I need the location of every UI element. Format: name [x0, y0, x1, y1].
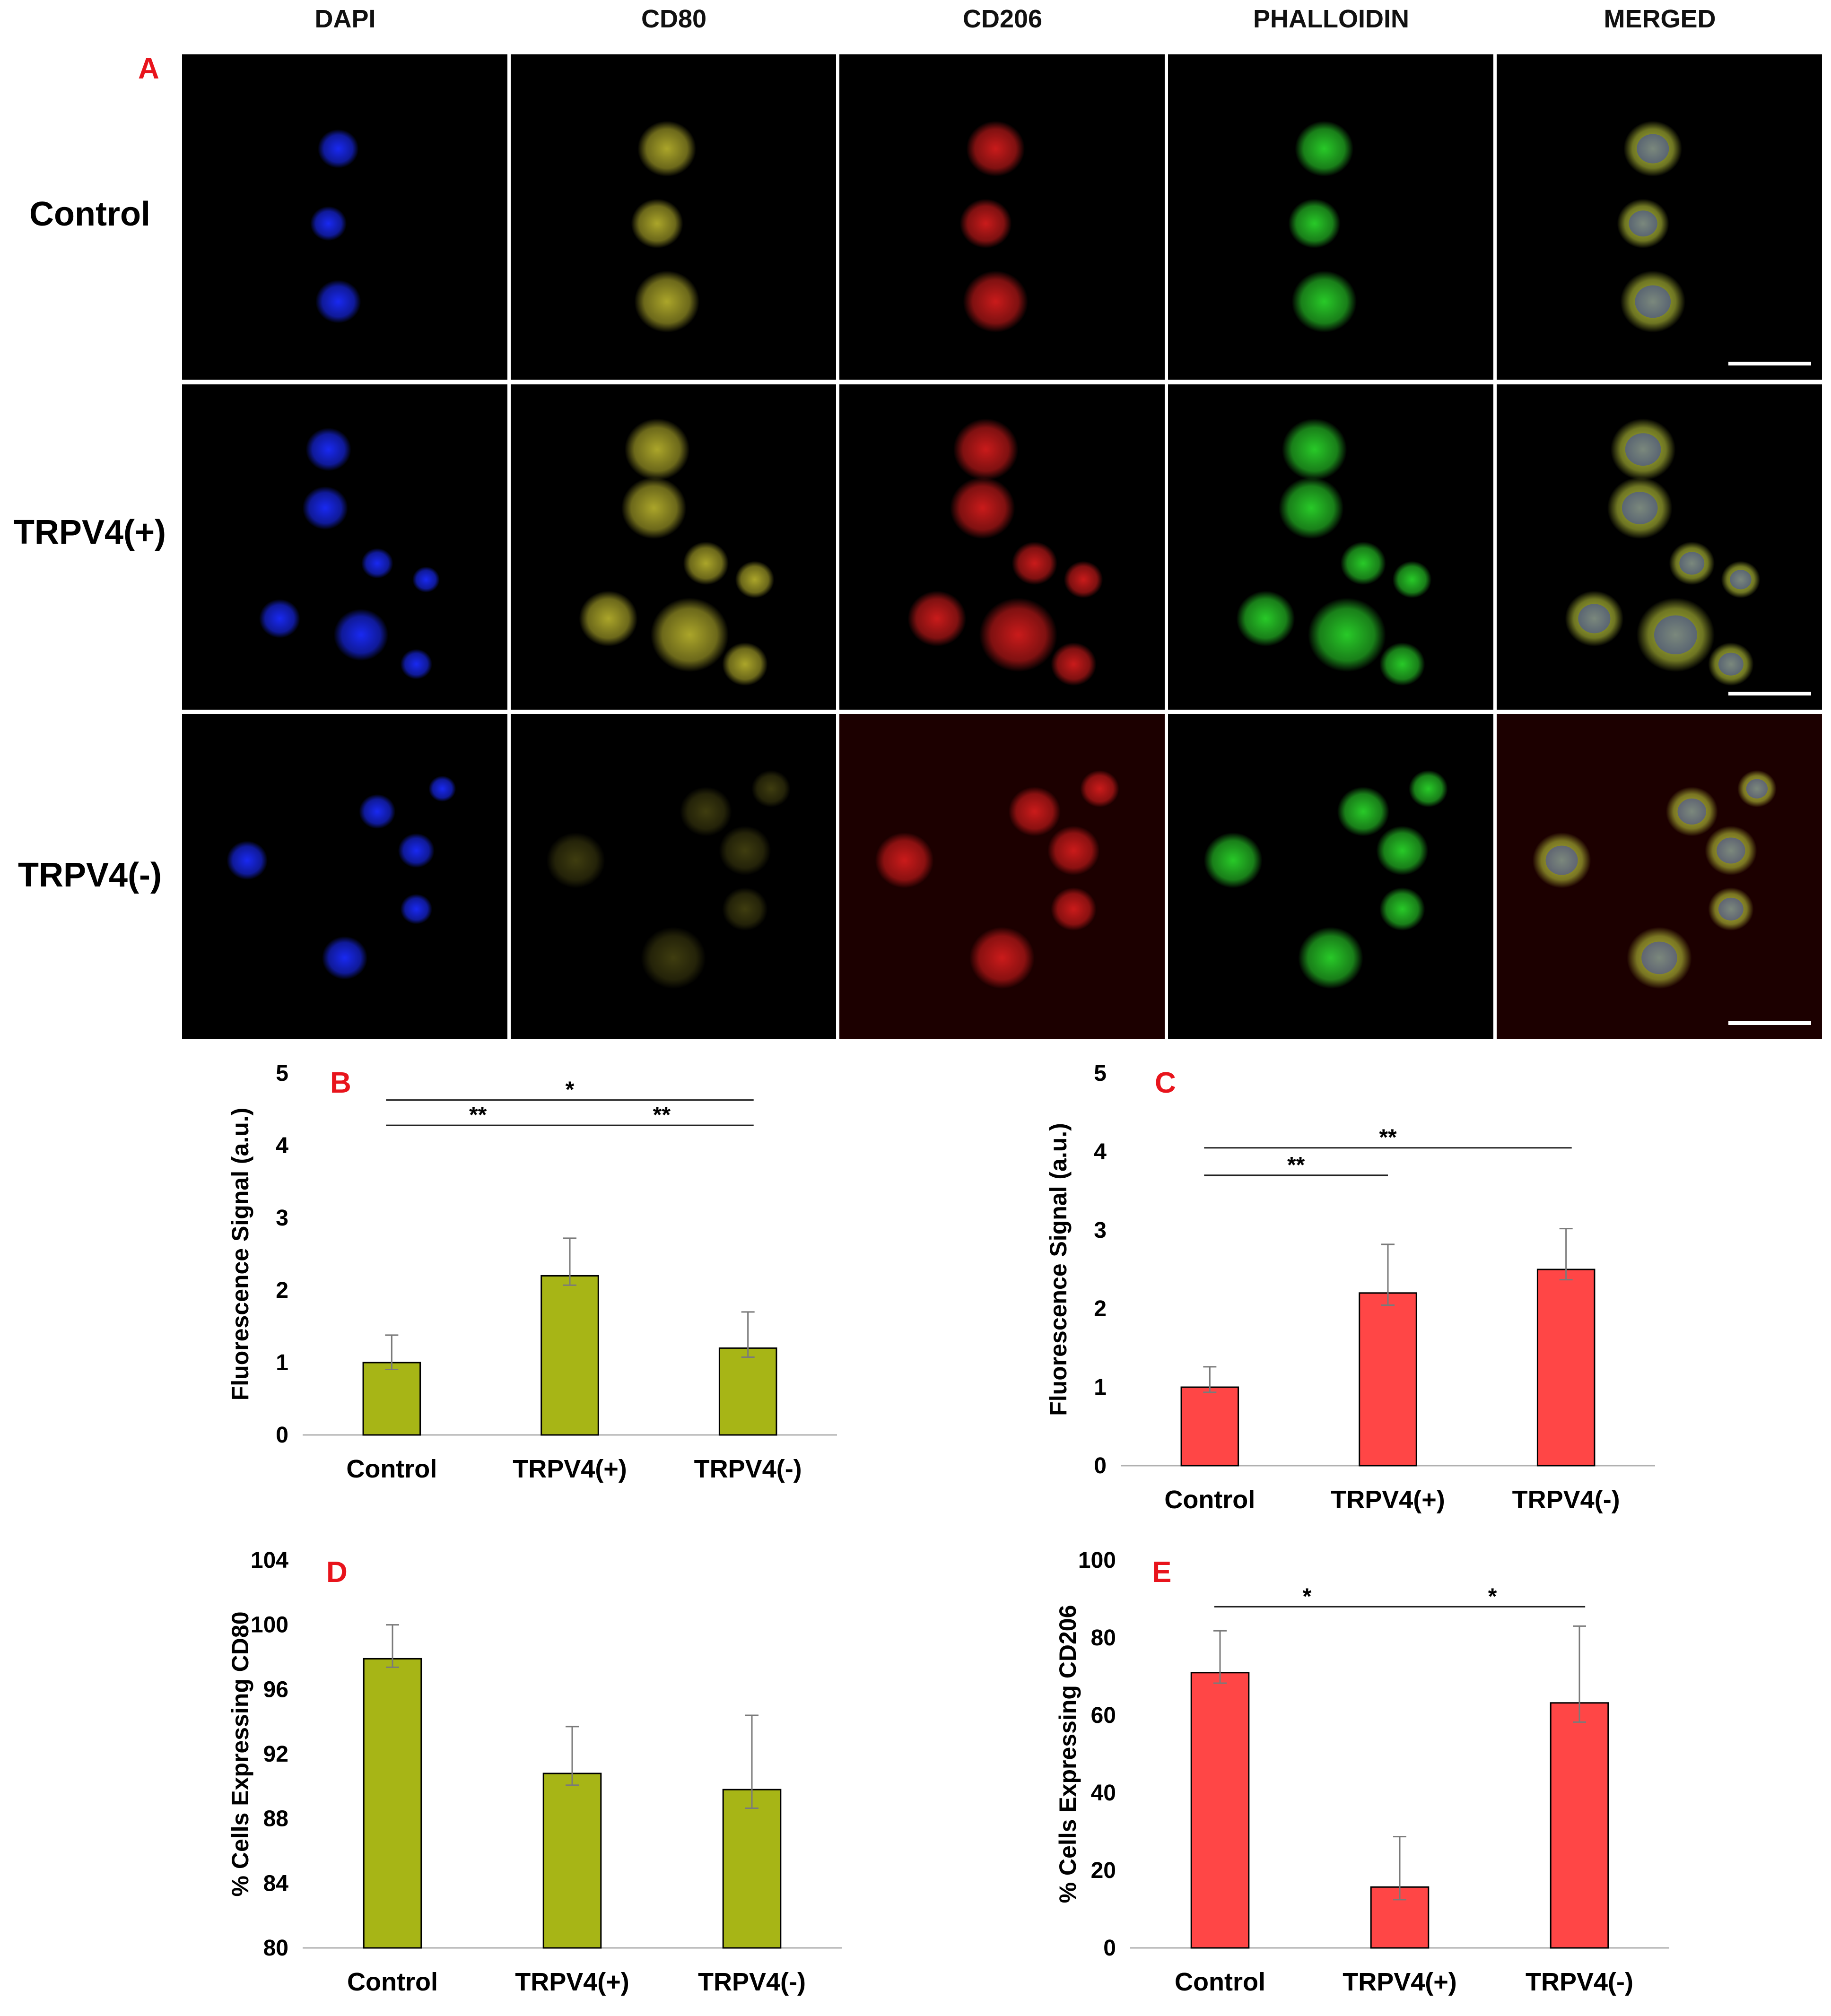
- column-header-phalloidin: PHALLOIDIN: [1253, 5, 1409, 33]
- y-tick-label: 20: [1091, 1858, 1116, 1883]
- bar-control: [362, 1362, 421, 1436]
- panel-letter-e: E: [1152, 1556, 1172, 1589]
- bar-trpv4-: [542, 1773, 602, 1949]
- chart-e: 0 20 40 60 80 100 % Cells Expressing CD206 Cont…: [1026, 1548, 1759, 2014]
- y-tick-label: 100: [1078, 1548, 1116, 1573]
- row-label-control: Control: [29, 195, 150, 233]
- micrograph-cd80-row2: [511, 384, 836, 710]
- chart-b: 0 1 2 3 4 5 Fluorescence Signal (a.u.) Control T…: [227, 1054, 913, 1483]
- scale-bar: [1728, 362, 1811, 365]
- micrograph-cd206-row2: [839, 384, 1165, 710]
- bar-trpv4-: [718, 1347, 777, 1436]
- panel-letter-b: B: [330, 1067, 351, 1099]
- y-axis-title: Fluorescence Signal (a.u.): [227, 1108, 253, 1401]
- y-tick-label: 1: [276, 1350, 288, 1375]
- x-category-label: Control: [346, 1455, 437, 1483]
- column-header-merged: MERGED: [1604, 5, 1716, 33]
- row-label-trpv4-minus: TRPV4(-): [18, 856, 162, 894]
- y-tick-label: 92: [263, 1742, 288, 1767]
- micrograph-cd206-row1: [839, 54, 1165, 380]
- x-category-label: TRPV4(-): [698, 1968, 806, 1996]
- y-tick-label: 4: [1094, 1139, 1107, 1164]
- x-category-label: TRPV4(+): [1331, 1486, 1445, 1514]
- y-tick-label: 5: [276, 1061, 288, 1086]
- x-category-label: Control: [347, 1968, 438, 1996]
- y-tick-label: 3: [276, 1206, 288, 1231]
- panel-letter-d: D: [326, 1556, 348, 1589]
- micrograph-dapi-row2: [182, 384, 507, 710]
- y-tick-label: 88: [263, 1807, 288, 1832]
- chart-c-svg: 0 1 2 3 4 5 Fluorescence Signal (a.u.) Control T…: [1045, 1061, 1655, 1514]
- micrograph-cd206-row3: [839, 714, 1165, 1039]
- x-category-label: TRPV4(-): [694, 1455, 802, 1483]
- micrograph-phalloidin-row1: [1168, 54, 1493, 380]
- chart-d-svg: 80 84 88 92 96 100 104 % Cells Expressing CD80 C…: [227, 1548, 842, 1996]
- y-tick-label: 96: [263, 1677, 288, 1702]
- micrograph-merged-row3: [1497, 714, 1822, 1039]
- y-tick-label: 4: [276, 1133, 288, 1158]
- panel-letter-a: A: [138, 52, 159, 85]
- chart-c: 0 1 2 3 4 5 Fluorescence Signal (a.u.) Control T…: [1045, 1054, 1735, 1514]
- chart-d: 80 84 88 92 96 100 104 % Cells Expressing CD80 C…: [189, 1548, 922, 2014]
- y-tick-label: 80: [1091, 1625, 1116, 1651]
- x-category-label: TRPV4(+): [1343, 1968, 1457, 1996]
- column-header-dapi: DAPI: [314, 5, 376, 33]
- scale-bar: [1728, 1021, 1811, 1025]
- y-tick-label: 2: [276, 1278, 288, 1303]
- y-tick-label: 5: [1094, 1061, 1107, 1086]
- panel-letter-c: C: [1155, 1067, 1176, 1099]
- bar-trpv4-: [1536, 1269, 1596, 1467]
- y-tick-label: 2: [1094, 1296, 1107, 1321]
- bar-trpv4-: [1550, 1702, 1609, 1949]
- micrograph-cd80-row3: [511, 714, 836, 1039]
- y-axis-title: % Cells Expressing CD206: [1055, 1605, 1081, 1903]
- bar-control: [1190, 1672, 1250, 1949]
- y-tick-label: 3: [1094, 1218, 1107, 1243]
- significance-label: **: [653, 1103, 671, 1128]
- y-tick-label: 84: [263, 1871, 289, 1896]
- significance-label: **: [1379, 1125, 1397, 1150]
- y-tick-label: 1: [1094, 1375, 1107, 1400]
- y-axis-title: Fluorescence Signal (a.u.): [1045, 1123, 1072, 1416]
- bar-trpv4-: [1359, 1292, 1417, 1467]
- micrograph-merged-row1: [1497, 54, 1822, 380]
- x-category-label: Control: [1175, 1968, 1265, 1996]
- x-category-label: TRPV4(-): [1512, 1486, 1620, 1514]
- bar-control: [1180, 1386, 1239, 1467]
- micrograph-merged-row2: [1497, 384, 1822, 710]
- y-tick-label: 104: [251, 1548, 288, 1573]
- significance-label: **: [469, 1103, 487, 1128]
- y-tick-label: 100: [251, 1613, 288, 1638]
- y-tick-label: 0: [1103, 1936, 1116, 1961]
- significance-label: *: [566, 1078, 575, 1103]
- y-tick-label: 40: [1091, 1781, 1116, 1806]
- bar-control: [363, 1658, 422, 1949]
- y-axis-title: % Cells Expressing CD80: [227, 1611, 253, 1896]
- x-category-label: TRPV4(+): [513, 1455, 627, 1483]
- row-label-trpv4-plus: TRPV4(+): [13, 513, 166, 551]
- micrograph-dapi-row1: [182, 54, 507, 380]
- x-category-label: Control: [1164, 1486, 1255, 1514]
- y-tick-label: 0: [1094, 1453, 1107, 1478]
- micrograph-cd80-row1: [511, 54, 836, 380]
- chart-e-svg: 0 20 40 60 80 100 % Cells Expressing CD206 Cont…: [1055, 1548, 1669, 1996]
- bar-trpv4-: [541, 1275, 599, 1436]
- chart-b-svg: 0 1 2 3 4 5 Fluorescence Signal (a.u.) Control T…: [227, 1061, 837, 1483]
- x-category-label: TRPV4(-): [1526, 1968, 1633, 1996]
- column-header-cd80: CD80: [641, 5, 707, 33]
- bar-trpv4-: [722, 1789, 782, 1949]
- significance-label: **: [1287, 1153, 1305, 1178]
- micrograph-phalloidin-row3: [1168, 714, 1493, 1039]
- y-tick-label: 60: [1091, 1703, 1116, 1728]
- micrograph-phalloidin-row2: [1168, 384, 1493, 710]
- y-tick-label: 80: [263, 1936, 288, 1961]
- significance-label: *: [1488, 1584, 1497, 1609]
- y-tick-label: 0: [276, 1423, 288, 1448]
- significance-label: *: [1303, 1584, 1312, 1609]
- scale-bar: [1728, 692, 1811, 695]
- column-header-cd206: CD206: [962, 5, 1043, 33]
- x-category-label: TRPV4(+): [515, 1968, 629, 1996]
- micrograph-dapi-row3: [182, 714, 507, 1039]
